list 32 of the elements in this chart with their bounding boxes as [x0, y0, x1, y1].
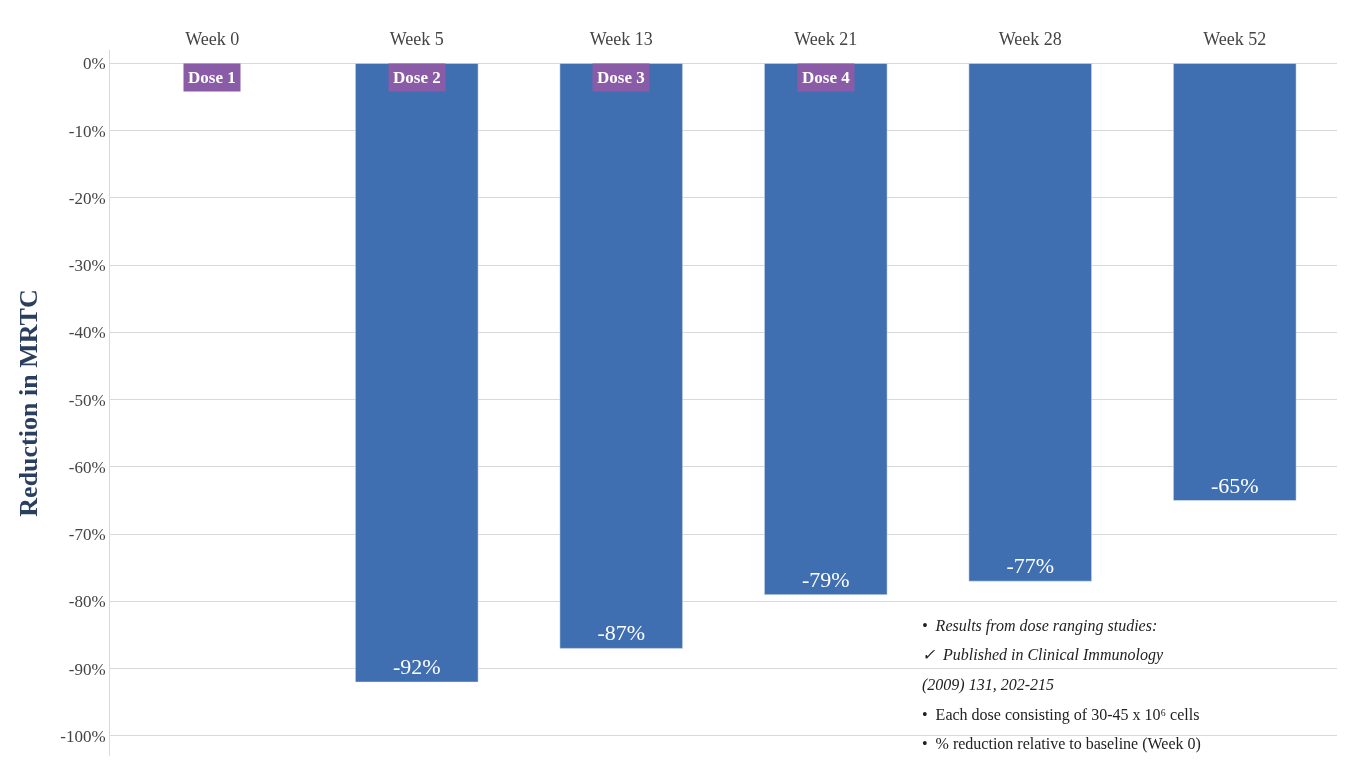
annotation: Dose 3 [597, 68, 645, 87]
y-tick-label: -30% [68, 256, 106, 276]
x-tick-label: Week 13 [589, 29, 653, 50]
data-label: -79% [801, 566, 850, 592]
x-tick-label: Week 0 [185, 29, 240, 50]
x-tick-label: Week 5 [389, 29, 444, 50]
annotation: (2009) 131, 202-215 [922, 676, 1054, 694]
annotation: Dose 2 [393, 68, 441, 87]
y-tick-label: -100% [60, 726, 106, 746]
x-tick-label: Week 28 [998, 29, 1062, 50]
data-label: -92% [392, 654, 441, 680]
annotation: • Results from dose ranging studies: [922, 617, 1158, 635]
data-label: -77% [1006, 553, 1055, 579]
annotation: Dose 1 [188, 68, 236, 87]
y-tick-label: -80% [68, 592, 106, 612]
y-tick-label: -50% [68, 390, 106, 410]
data-label: -87% [597, 620, 646, 646]
y-tick-label: -10% [68, 121, 106, 141]
annotation: ✓ Published in Clinical Immunology [922, 646, 1164, 664]
data-label: -65% [1210, 472, 1259, 498]
y-tick-label: -40% [68, 323, 106, 343]
y-axis-title: Reduction in MRTC [13, 289, 43, 517]
y-tick-label: 0% [82, 54, 106, 74]
x-tick-label: Week 21 [794, 29, 858, 50]
annotation: • Each dose consisting of 30-45 x 10⁶ cells [922, 706, 1200, 724]
annotation: • % reduction relative to baseline (Week 0) [922, 735, 1201, 753]
y-tick-label: -70% [68, 525, 106, 545]
y-tick-label: -20% [68, 188, 106, 208]
y-tick-label: -60% [68, 457, 106, 477]
annotation: Dose 4 [802, 68, 851, 87]
y-tick-label: -90% [68, 659, 106, 679]
x-tick-label: Week 52 [1203, 29, 1267, 50]
